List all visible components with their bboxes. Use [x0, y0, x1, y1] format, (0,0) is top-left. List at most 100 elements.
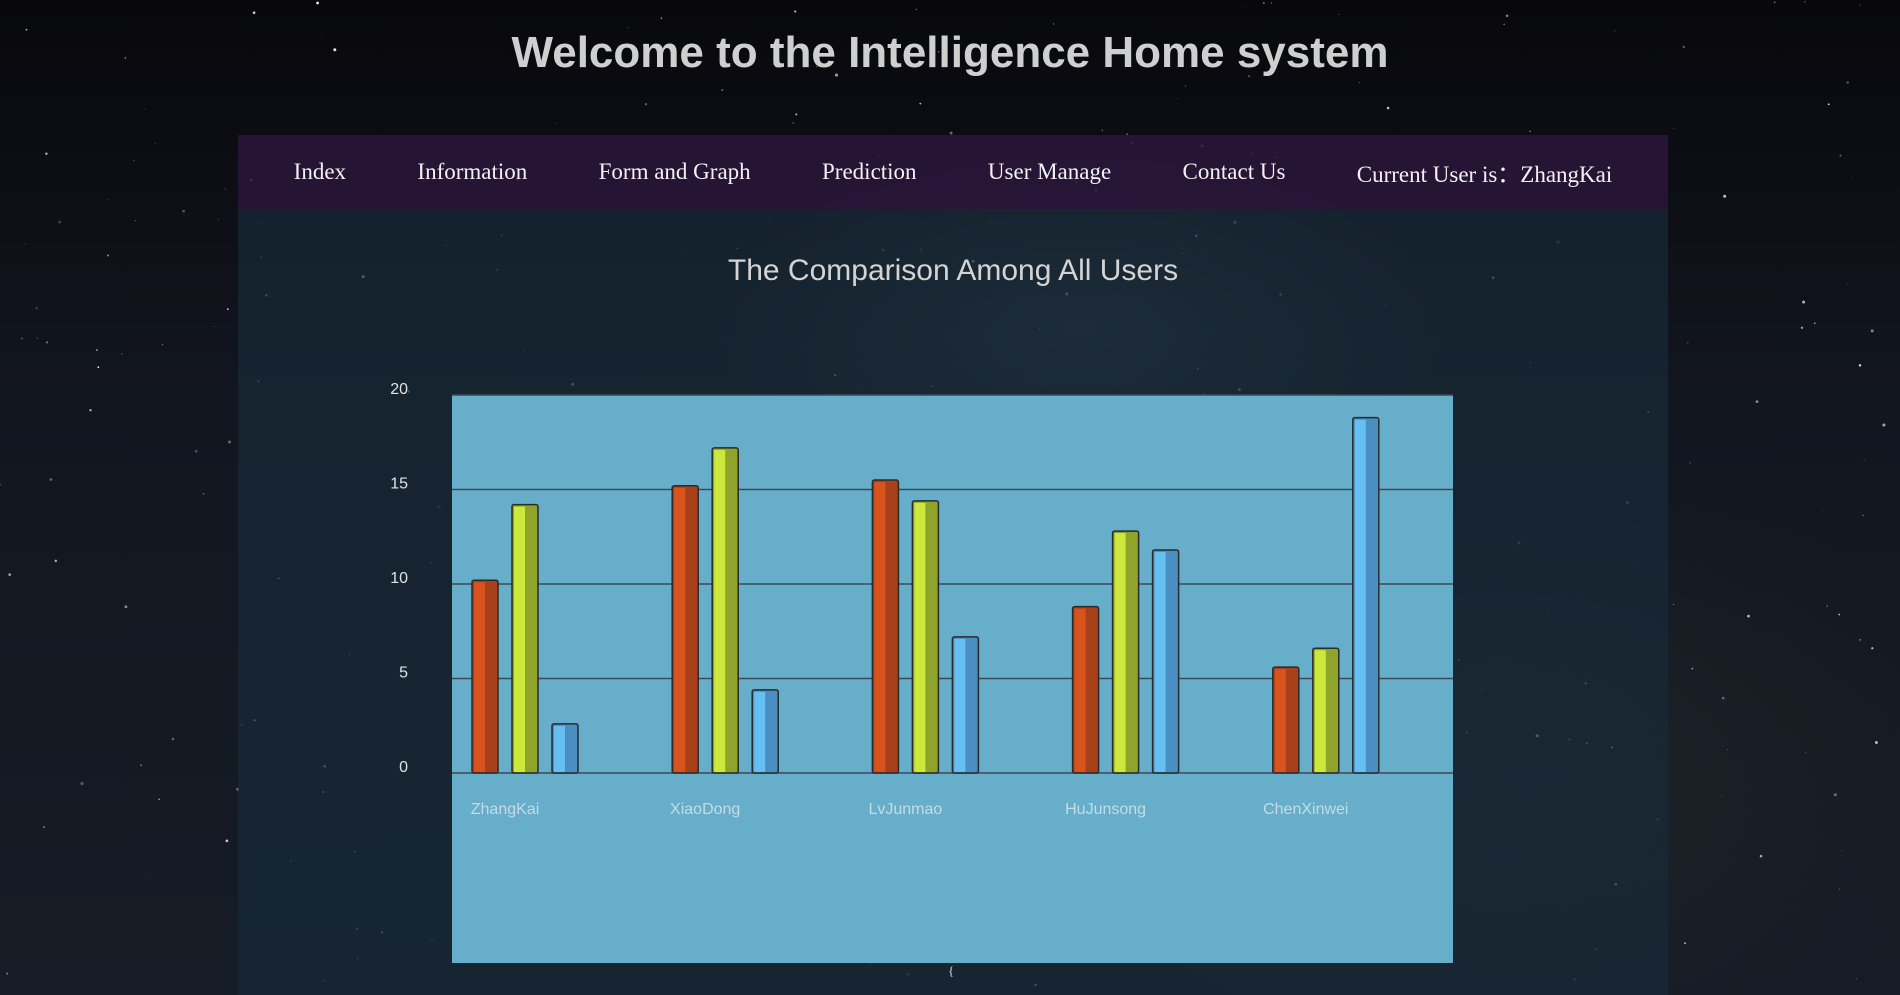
nav-item-index[interactable]: Index	[293, 159, 347, 184]
nav-item-contact-us[interactable]: Contact Us	[1182, 159, 1286, 184]
x-tick-label: HuJunsong	[1065, 801, 1146, 818]
star	[54, 559, 58, 563]
nav-item-prediction[interactable]: Prediction	[822, 159, 917, 184]
nav-item-form-and-graph[interactable]: Form and Graph	[598, 159, 751, 184]
bar	[1352, 416, 1380, 774]
star	[1838, 888, 1841, 890]
star	[1673, 128, 1675, 130]
bar	[511, 503, 539, 774]
star	[1755, 400, 1759, 403]
star	[124, 605, 128, 609]
y-tick-label: 20	[390, 381, 408, 398]
star	[1841, 850, 1843, 851]
star	[949, 131, 953, 135]
bar	[551, 723, 579, 774]
star	[1826, 605, 1828, 607]
star	[1833, 793, 1837, 797]
star	[1871, 647, 1874, 650]
star	[1862, 514, 1864, 517]
star	[1248, 75, 1251, 78]
x-tick-label: XiaoDong	[670, 801, 740, 818]
bar	[471, 579, 499, 774]
star	[1503, 23, 1506, 26]
star	[224, 188, 227, 190]
star	[1802, 300, 1806, 304]
star	[1338, 14, 1340, 15]
star	[25, 28, 28, 31]
star	[1859, 638, 1862, 641]
star	[1359, 82, 1360, 84]
star	[1800, 326, 1804, 330]
star	[58, 220, 62, 224]
star	[20, 337, 24, 340]
star	[1721, 696, 1725, 700]
star	[1813, 322, 1816, 325]
star	[49, 478, 53, 481]
star	[1243, 7, 1244, 9]
star	[158, 798, 160, 800]
star	[35, 307, 38, 310]
star	[5, 972, 9, 975]
star	[1689, 462, 1692, 464]
star	[144, 108, 146, 110]
star	[1529, 130, 1531, 132]
star	[202, 493, 205, 495]
star	[1270, 2, 1272, 4]
star	[97, 366, 100, 369]
star	[1721, 796, 1723, 798]
star	[1747, 614, 1750, 618]
star	[225, 839, 229, 843]
bar	[871, 479, 900, 774]
bar	[1272, 666, 1300, 774]
star	[162, 344, 164, 346]
star	[1870, 329, 1874, 333]
star	[36, 337, 38, 339]
nav-item-information[interactable]: Information	[417, 159, 528, 184]
y-tick-label: 0	[399, 759, 408, 776]
star	[1859, 4, 1861, 6]
star	[1176, 98, 1178, 100]
star	[96, 349, 98, 351]
nav-item-user-manage[interactable]: User Manage	[987, 159, 1112, 184]
star	[108, 199, 110, 201]
star	[1874, 741, 1878, 744]
star	[1773, 1, 1776, 4]
star	[834, 73, 839, 77]
nav-item-current-user[interactable]: Current User is：ZhangKai	[1356, 162, 1613, 187]
content-panel: The Comparison Among All Users 0 5 10 15 20 Z…	[238, 209, 1668, 995]
x-tick-label: LvJunmao	[868, 801, 942, 818]
star	[182, 209, 185, 213]
star	[133, 160, 135, 162]
star	[43, 826, 45, 828]
star	[213, 326, 215, 327]
star	[721, 89, 724, 91]
star	[227, 440, 232, 444]
star	[1846, 81, 1850, 84]
star	[1682, 45, 1685, 49]
star	[320, 36, 321, 38]
star	[1723, 194, 1727, 198]
star	[154, 142, 156, 144]
star	[1822, 511, 1824, 513]
star	[0, 483, 2, 486]
star	[1691, 667, 1694, 670]
star	[792, 122, 794, 124]
star	[171, 737, 175, 741]
star	[530, 45, 533, 48]
star	[1759, 854, 1763, 858]
chart-title: The Comparison Among All Users	[727, 254, 1179, 287]
y-tick-label: 15	[390, 476, 408, 493]
star	[139, 764, 143, 767]
y-tick-label: 5	[399, 665, 408, 682]
page-title: Welcome to the Intelligence Home system	[511, 28, 1389, 77]
star	[1126, 133, 1128, 135]
main-navbar: Index Information Form and Graph Predict…	[238, 135, 1668, 209]
star	[124, 57, 127, 59]
star	[1614, 30, 1615, 32]
bar	[1111, 530, 1140, 774]
star	[794, 10, 797, 13]
star	[134, 220, 136, 222]
star	[1673, 604, 1675, 606]
star	[316, 1, 319, 5]
star	[1052, 23, 1055, 25]
